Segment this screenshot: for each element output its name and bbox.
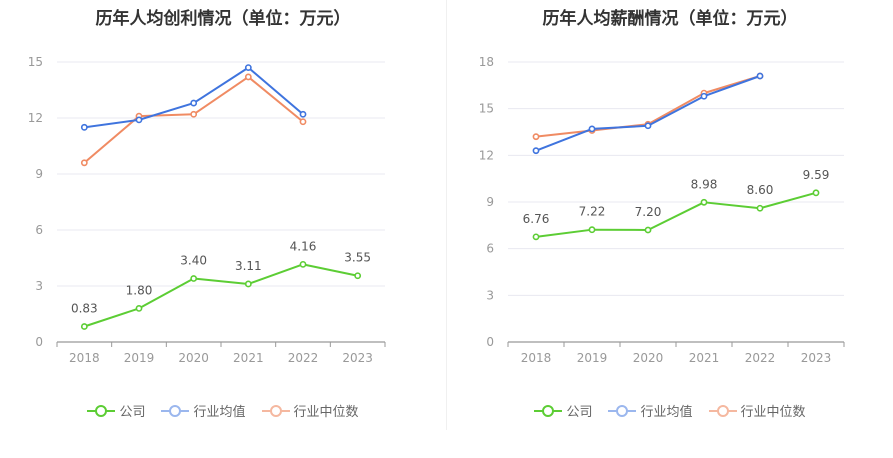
- legend-label: 行业中位数: [293, 405, 359, 420]
- legend-item-company[interactable]: 公司: [87, 401, 145, 420]
- data-point-industry-mean: [588, 125, 596, 133]
- legend-industry-median-icon: [261, 404, 290, 417]
- y-tick-label: 6: [486, 242, 494, 256]
- chart-panel-salary: 历年人均薪酬情况（单位：万元） 0 3 6 9 12 15 18 2018 2019 2020 20…: [447, 0, 893, 458]
- y-tick-label: 15: [28, 55, 43, 69]
- data-label: 3.11: [235, 259, 262, 273]
- legend-label: 行业均值: [640, 405, 693, 420]
- legend-label: 公司: [119, 405, 146, 420]
- data-point-industry-median: [532, 133, 540, 141]
- y-tick-label: 9: [35, 167, 43, 181]
- data-label: 6.76: [523, 212, 550, 226]
- chart-legend: 公司 行业均值 行业中位数: [0, 401, 446, 420]
- series-line-industry-median: [83, 75, 304, 164]
- data-label: 8.98: [691, 177, 718, 191]
- legend-item-company[interactable]: 公司: [534, 401, 592, 420]
- y-tick-label: 12: [479, 148, 494, 162]
- y-tick-label: 0: [486, 335, 494, 349]
- y-tick-label: 18: [479, 55, 494, 69]
- data-label: 4.16: [290, 239, 317, 253]
- data-point-company: [244, 280, 252, 288]
- y-tick-label: 15: [479, 102, 494, 116]
- x-tick-label: 2018: [521, 351, 552, 365]
- legend-item-industry-mean[interactable]: 行业均值: [608, 401, 693, 420]
- data-label: 7.20: [635, 205, 662, 219]
- data-point-industry-mean: [756, 72, 764, 80]
- data-point-company: [812, 189, 820, 197]
- legend-company-icon: [534, 404, 563, 417]
- panel-divider: [446, 0, 447, 430]
- data-point-industry-mean: [700, 92, 708, 100]
- line-chart-profit: 0 3 6 9 12 15 2018 2019 2020 2021 2022 2023 0.83 1.80…: [28, 55, 386, 365]
- data-point-industry-mean: [80, 123, 88, 131]
- data-point-industry-mean: [135, 116, 143, 124]
- data-point-industry-mean: [532, 147, 540, 155]
- chart-title: 历年人均薪酬情况（单位：万元）: [542, 9, 798, 29]
- data-label: 8.60: [747, 183, 774, 197]
- x-tick-label: 2021: [233, 351, 264, 365]
- data-label: 3.55: [344, 251, 371, 265]
- data-point-industry-mean: [190, 99, 198, 107]
- x-tick-label: 2023: [801, 351, 832, 365]
- data-label: 7.22: [579, 205, 606, 219]
- data-point-company: [700, 198, 708, 206]
- x-tick-label: 2020: [633, 351, 664, 365]
- data-point-company: [588, 226, 596, 234]
- chart-legend: 公司 行业均值 行业中位数: [447, 401, 893, 420]
- legend-label: 公司: [566, 405, 593, 420]
- x-tick-label: 2021: [689, 351, 720, 365]
- legend-item-industry-median[interactable]: 行业中位数: [261, 401, 359, 420]
- legend-industry-median-icon: [708, 404, 737, 417]
- line-chart-salary: 0 3 6 9 12 15 18 2018 2019 2020 2021 2022 2023 6.76 7.…: [479, 55, 845, 365]
- y-tick-label: 0: [35, 335, 43, 349]
- data-label: 9.59: [803, 168, 830, 182]
- data-point-company: [756, 204, 764, 212]
- x-tick-label: 2020: [178, 351, 209, 365]
- data-point-company: [190, 275, 198, 282]
- data-point-company: [135, 304, 143, 312]
- data-point-industry-median: [244, 73, 252, 81]
- y-tick-label: 3: [486, 288, 494, 302]
- data-point-company: [299, 260, 307, 268]
- legend-company-icon: [87, 404, 116, 417]
- data-point-company: [532, 233, 540, 241]
- data-point-company: [644, 226, 652, 234]
- data-point-industry-mean: [644, 122, 652, 130]
- series-line-company: [84, 263, 358, 328]
- x-tick-label: 2022: [745, 351, 776, 365]
- legend-item-industry-median[interactable]: 行业中位数: [708, 401, 806, 420]
- legend-item-industry-mean[interactable]: 行业均值: [161, 401, 246, 420]
- data-point-company: [80, 323, 88, 330]
- x-tick-label: 2022: [288, 351, 319, 365]
- data-point-company: [354, 272, 362, 280]
- chart-panel-profit: 历年人均创利情况（单位：万元） 0 3 6 9 12 15 2018 2019 2020 2021…: [0, 0, 446, 458]
- y-tick-label: 12: [28, 111, 43, 125]
- x-tick-label: 2018: [69, 351, 100, 365]
- y-tick-label: 9: [486, 195, 494, 209]
- legend-industry-mean-icon: [608, 404, 637, 417]
- data-point-industry-median: [190, 110, 198, 118]
- data-label: 0.83: [71, 302, 98, 316]
- series-line-industry-mean: [535, 75, 761, 152]
- y-tick-label: 6: [35, 223, 43, 237]
- data-point-industry-mean: [299, 110, 307, 118]
- legend-industry-mean-icon: [161, 404, 190, 417]
- chart-title: 历年人均创利情况（单位：万元）: [95, 9, 351, 29]
- data-point-industry-median: [299, 118, 307, 126]
- x-tick-label: 2019: [577, 351, 608, 365]
- y-tick-label: 3: [35, 279, 43, 293]
- data-label: 3.40: [180, 254, 207, 268]
- legend-label: 行业中位数: [740, 405, 806, 420]
- data-label: 1.80: [126, 283, 153, 297]
- x-tick-label: 2019: [124, 351, 155, 365]
- x-tick-label: 2023: [342, 351, 373, 365]
- series-line-company: [535, 191, 817, 238]
- data-point-industry-mean: [244, 64, 252, 71]
- legend-label: 行业均值: [193, 405, 246, 420]
- data-point-industry-median: [80, 159, 88, 167]
